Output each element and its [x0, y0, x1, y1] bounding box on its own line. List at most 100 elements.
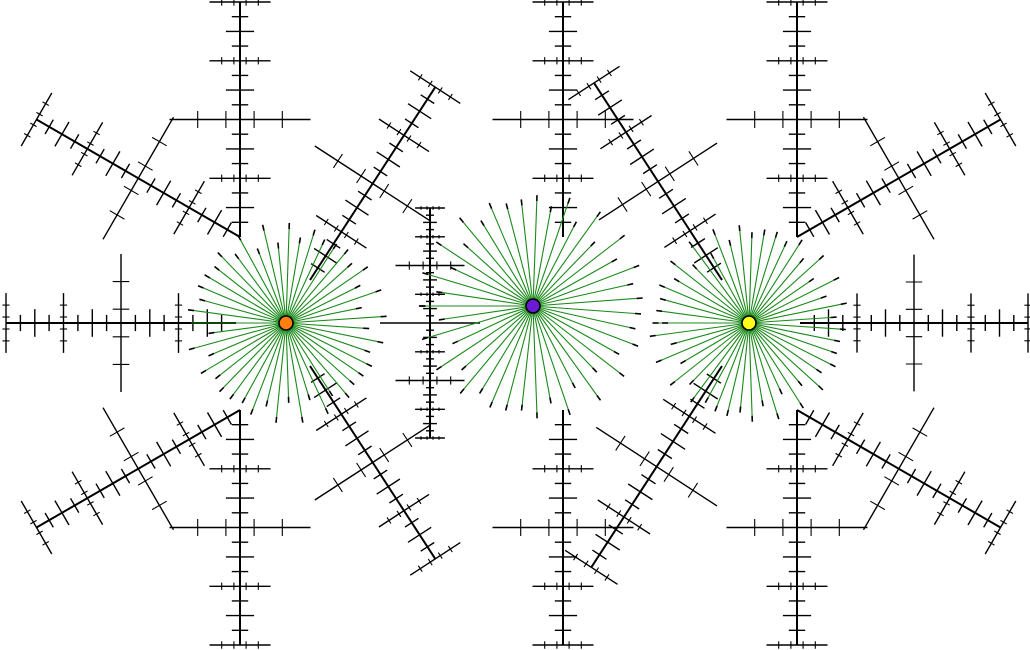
- fractal-subtick: [182, 431, 190, 437]
- spoke-tip: [619, 234, 626, 240]
- fractal-tick: [71, 471, 104, 525]
- fractal-tick: [693, 247, 719, 264]
- spoke-tip: [204, 274, 211, 279]
- fractal-tick: [173, 412, 206, 467]
- fractal-subtick: [1000, 122, 1007, 128]
- link-spoke: [285, 322, 351, 382]
- fractal-subtick: [194, 189, 202, 195]
- fractal-subtick: [188, 200, 196, 205]
- spoke-tip: [704, 397, 709, 404]
- fractal-tick: [693, 382, 719, 400]
- fractal-subtick: [23, 133, 31, 138]
- link-spoke: [748, 322, 835, 341]
- fractal-tick: [916, 470, 932, 496]
- spoke-tip: [520, 404, 523, 411]
- fractal-tick: [54, 121, 70, 147]
- fractal-tick: [804, 409, 815, 425]
- fractal-subtick: [994, 111, 1001, 117]
- spoke-tip: [567, 408, 571, 416]
- link-spoke: [285, 322, 303, 417]
- fractal-subtick: [188, 442, 196, 447]
- link-spoke: [285, 287, 356, 324]
- link-spoke: [221, 256, 287, 324]
- fractal-tick: [608, 524, 624, 535]
- spoke-tip: [321, 239, 326, 246]
- fractal-subtick: [898, 451, 914, 462]
- fractal-tick: [171, 439, 182, 455]
- fractal-subtick: [417, 565, 423, 572]
- fractal-tick: [592, 549, 607, 560]
- fractal-tick: [862, 407, 935, 531]
- spoke-tip: [480, 220, 485, 227]
- spoke-tip: [421, 336, 429, 341]
- spoke-tip: [462, 243, 469, 249]
- link-spoke: [748, 297, 821, 324]
- spoke-tip: [364, 349, 371, 353]
- fractal-subtick: [30, 519, 37, 525]
- fractal-subtick: [841, 442, 849, 447]
- link-spoke: [532, 305, 593, 369]
- link-spoke: [748, 322, 753, 416]
- link-spoke: [532, 212, 551, 307]
- spoke-tip: [778, 388, 783, 395]
- link-spoke: [233, 322, 287, 395]
- link-spoke: [674, 322, 750, 382]
- fractal-subtick: [671, 402, 677, 410]
- spoke-tip: [229, 393, 235, 400]
- fractal-subtick: [151, 136, 167, 147]
- spoke-tip: [816, 368, 822, 374]
- link-spoke: [219, 322, 287, 376]
- fractal-subtick: [937, 130, 944, 136]
- fractal-subtick: [194, 452, 202, 458]
- spoke-tip: [629, 326, 636, 330]
- fractal-tick: [673, 423, 689, 435]
- link-spoke: [748, 235, 765, 324]
- fractal-subtick: [884, 161, 900, 171]
- link-spoke: [285, 269, 364, 324]
- spoke-tip: [726, 409, 730, 417]
- fractal-tick: [314, 145, 431, 222]
- link-spoke: [532, 261, 612, 307]
- fractal-subtick: [638, 118, 644, 126]
- spoke-tip: [649, 334, 656, 338]
- fractal-subtick: [841, 200, 849, 205]
- fractal-tick: [222, 409, 233, 425]
- link-spoke: [748, 281, 810, 324]
- fractal-tick: [660, 433, 686, 450]
- link-spoke: [739, 231, 750, 324]
- spoke-tip: [618, 372, 625, 378]
- spoke-tip: [199, 298, 206, 302]
- fractal-subtick: [36, 530, 43, 536]
- fractal-tick: [389, 493, 404, 504]
- fractal-tick: [627, 483, 653, 501]
- fractal-tick: [404, 517, 419, 528]
- link-spoke: [748, 238, 753, 324]
- fractal-subtick: [606, 69, 612, 77]
- link-spoke: [440, 244, 534, 307]
- fractal-subtick: [692, 224, 698, 231]
- fractal-tick: [146, 178, 156, 194]
- fractal-tick: [409, 70, 461, 104]
- fractal-tick: [657, 448, 673, 460]
- fractal-subtick: [23, 509, 31, 514]
- fractal-tick: [814, 412, 831, 438]
- fractal-subtick: [137, 476, 153, 486]
- fractal-subtick: [417, 74, 423, 81]
- fractal-tick: [598, 142, 718, 221]
- spoke-tip: [571, 382, 576, 389]
- fractal-subtick: [343, 231, 349, 239]
- link-spoke: [276, 322, 287, 417]
- spoke-tip: [298, 237, 302, 244]
- fractal-subtick: [333, 225, 339, 232]
- link-spoke: [218, 269, 287, 324]
- link-spoke: [532, 305, 573, 383]
- fractal-subtick: [74, 162, 82, 168]
- spoke-tip: [355, 306, 362, 310]
- fractal-subtick: [332, 477, 343, 493]
- fractal-subtick: [628, 125, 634, 133]
- spoke-tip: [840, 302, 847, 306]
- fractal-tick: [313, 382, 338, 399]
- link-spoke: [716, 322, 750, 406]
- fractal-subtick: [912, 210, 928, 220]
